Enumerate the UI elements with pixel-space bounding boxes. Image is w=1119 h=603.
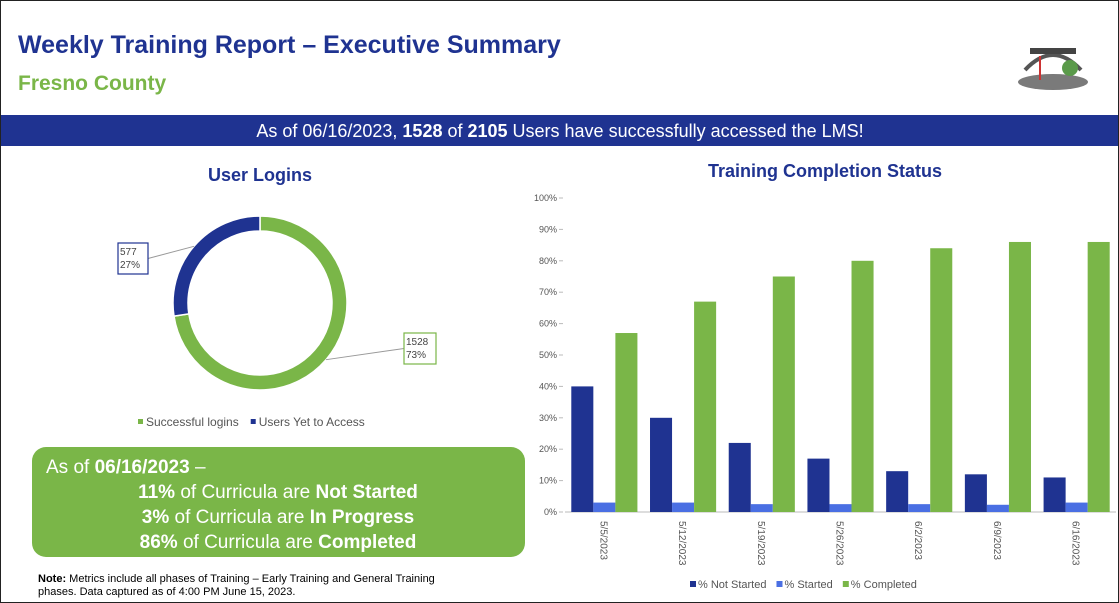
x-tick-label: 6/16/2023 bbox=[1070, 521, 1081, 566]
summary-date: 06/16/2023 bbox=[95, 457, 190, 478]
title: Weekly Training Report – Executive Summa… bbox=[18, 31, 561, 59]
banner-users: 1528 bbox=[402, 121, 442, 141]
y-tick-label: 60% bbox=[539, 319, 557, 329]
note-label: Note: bbox=[38, 573, 66, 585]
legend-label: % Started bbox=[784, 579, 832, 591]
note-text: Metrics include all phases of Training –… bbox=[66, 573, 435, 585]
summary-line: 3% of Curricula are In Progress bbox=[142, 507, 414, 528]
legend-label: % Completed bbox=[851, 579, 917, 591]
y-tick-label: 70% bbox=[539, 287, 557, 297]
x-tick-label: 6/2/2023 bbox=[912, 521, 923, 560]
legend-swatch bbox=[138, 419, 143, 424]
x-tick-label: 5/19/2023 bbox=[755, 521, 766, 566]
y-tick-label: 100% bbox=[534, 193, 557, 203]
x-tick-label: 6/9/2023 bbox=[991, 521, 1002, 560]
bar bbox=[750, 504, 773, 512]
y-tick-label: 50% bbox=[539, 350, 557, 360]
summary-line: 11% of Curricula are Not Started bbox=[138, 482, 418, 503]
bar bbox=[829, 504, 852, 512]
banner-prefix: As of 06/16/2023, bbox=[256, 121, 402, 141]
summary-text: of Curricula are bbox=[169, 507, 309, 528]
bar bbox=[772, 276, 795, 512]
bar bbox=[1043, 477, 1066, 512]
bar bbox=[672, 502, 695, 512]
summary-text: of Curricula are bbox=[178, 532, 318, 553]
bar bbox=[615, 333, 638, 512]
summary-suffix: – bbox=[190, 457, 206, 478]
legend-swatch bbox=[842, 581, 849, 587]
legend-label: Successful logins bbox=[146, 415, 239, 429]
summary-value: 3% bbox=[142, 507, 170, 528]
bar bbox=[908, 504, 931, 512]
summary-value: 11% bbox=[138, 482, 175, 503]
bar bbox=[650, 417, 673, 512]
bar bbox=[930, 248, 953, 513]
summary-prefix: As of bbox=[46, 457, 95, 478]
bar bbox=[1065, 502, 1088, 512]
leader-line bbox=[147, 245, 195, 259]
chart-title: Training Completion Status bbox=[708, 161, 942, 181]
data-label: 73% bbox=[406, 350, 426, 361]
y-tick-label: 20% bbox=[539, 444, 557, 454]
bar bbox=[1008, 241, 1031, 512]
legend-label: Users Yet to Access bbox=[259, 415, 365, 429]
donut-slice bbox=[172, 215, 261, 317]
y-tick-label: 90% bbox=[539, 224, 557, 234]
note-line: phases. Data captured as of 4:00 PM June… bbox=[38, 586, 295, 598]
bar bbox=[694, 301, 717, 512]
data-label-box bbox=[117, 242, 149, 275]
bar bbox=[851, 260, 874, 512]
banner-text: As of 06/16/2023, 1528 of 2105 Users hav… bbox=[256, 121, 863, 141]
bar bbox=[571, 386, 594, 512]
legend-swatch bbox=[776, 581, 783, 587]
data-label-box bbox=[403, 332, 437, 365]
leader-line bbox=[325, 348, 405, 361]
x-tick-label: 5/26/2023 bbox=[834, 521, 845, 566]
banner bbox=[1, 115, 1118, 146]
banner-mid: of bbox=[442, 121, 467, 141]
x-tick-label: 5/5/2023 bbox=[597, 521, 608, 560]
legend-swatch bbox=[690, 581, 696, 587]
y-tick-label: 80% bbox=[539, 256, 557, 266]
bar bbox=[593, 502, 616, 512]
data-label: 27% bbox=[120, 260, 140, 271]
bar bbox=[728, 442, 751, 512]
summary-value: 86% bbox=[140, 532, 178, 553]
bar bbox=[1087, 241, 1110, 512]
banner-total: 2105 bbox=[467, 121, 507, 141]
chart-title: User Logins bbox=[208, 165, 312, 185]
legend-swatch bbox=[250, 419, 256, 424]
summary-intro: As of 06/16/2023 – bbox=[46, 457, 206, 478]
subtitle: Fresno County bbox=[18, 72, 166, 95]
x-tick-label: 5/12/2023 bbox=[676, 521, 687, 566]
y-tick-label: 10% bbox=[539, 476, 557, 486]
summary-status: Completed bbox=[318, 532, 416, 553]
data-label: 577 bbox=[120, 247, 137, 258]
bar bbox=[807, 458, 830, 512]
bar bbox=[964, 474, 987, 512]
summary-text: of Curricula are bbox=[175, 482, 315, 503]
note-line: Note: Metrics include all phases of Trai… bbox=[38, 573, 435, 585]
bar bbox=[986, 504, 1009, 512]
bar bbox=[886, 471, 909, 512]
summary-status: In Progress bbox=[310, 507, 415, 528]
y-tick-label: 0% bbox=[544, 507, 557, 517]
summary-line: 86% of Curricula are Completed bbox=[140, 532, 417, 553]
legend-label: % Not Started bbox=[698, 579, 766, 591]
data-label: 1528 bbox=[406, 337, 429, 348]
summary-box bbox=[32, 447, 525, 557]
y-tick-label: 30% bbox=[539, 413, 557, 423]
logo bbox=[1018, 48, 1088, 90]
banner-suffix: Users have successfully accessed the LMS… bbox=[508, 121, 864, 141]
donut-slice bbox=[173, 215, 348, 391]
y-tick-label: 40% bbox=[539, 381, 557, 391]
summary-status: Not Started bbox=[316, 482, 418, 503]
